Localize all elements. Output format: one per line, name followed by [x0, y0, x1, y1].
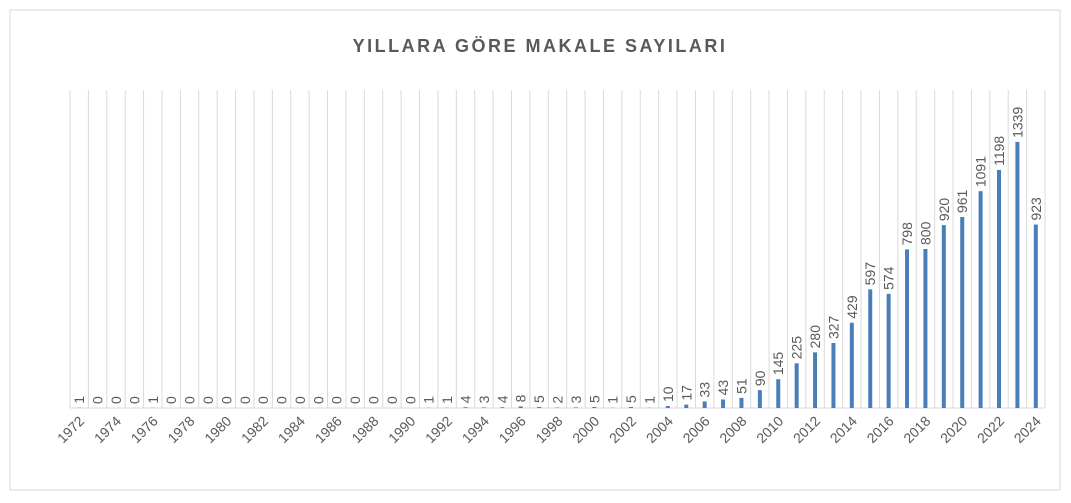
- data-label: 1: [421, 396, 437, 404]
- bar: [500, 407, 504, 408]
- data-label: 8: [513, 394, 529, 402]
- bar: [905, 249, 909, 408]
- data-label: 597: [862, 262, 878, 286]
- chart-border: [10, 10, 1060, 490]
- bar: [960, 217, 964, 408]
- bar: [979, 191, 983, 408]
- data-label: 1: [71, 396, 87, 404]
- bar: [739, 398, 743, 408]
- data-label: 33: [697, 382, 713, 398]
- chart-title: YILLARA GÖRE MAKALE SAYILARI: [353, 36, 728, 56]
- data-label: 923: [1028, 197, 1044, 221]
- data-label: 17: [678, 385, 694, 401]
- bar: [537, 407, 541, 408]
- bar: [795, 363, 799, 408]
- data-label: 0: [384, 396, 400, 404]
- data-label: 280: [807, 325, 823, 349]
- bar: [997, 170, 1001, 408]
- bar: [629, 407, 633, 408]
- data-label: 0: [237, 396, 253, 404]
- data-label: 0: [200, 396, 216, 404]
- data-label: 0: [108, 396, 124, 404]
- data-label: 0: [402, 396, 418, 404]
- data-label: 2: [550, 396, 566, 404]
- data-label: 4: [458, 395, 474, 403]
- data-label: 0: [163, 396, 179, 404]
- data-label: 920: [936, 198, 952, 222]
- data-label: 4: [494, 395, 510, 403]
- bar: [813, 352, 817, 408]
- data-label: 10: [660, 386, 676, 402]
- data-label: 574: [881, 266, 897, 290]
- data-label: 800: [917, 221, 933, 245]
- bar: [1015, 142, 1019, 408]
- data-label: 0: [366, 396, 382, 404]
- data-label: 0: [182, 396, 198, 404]
- bar: [831, 343, 835, 408]
- bar: [1034, 225, 1038, 408]
- bar: [942, 225, 946, 408]
- bar: [721, 399, 725, 408]
- bar: [850, 323, 854, 408]
- data-label: 0: [329, 396, 345, 404]
- data-label: 0: [255, 396, 271, 404]
- bar: [703, 401, 707, 408]
- data-label: 0: [292, 396, 308, 404]
- data-label: 0: [126, 396, 142, 404]
- data-label: 0: [218, 396, 234, 404]
- data-label: 1: [439, 396, 455, 404]
- bar: [519, 406, 523, 408]
- data-label: 3: [568, 395, 584, 403]
- data-label: 961: [954, 189, 970, 213]
- data-label: 3: [476, 395, 492, 403]
- data-label: 1: [605, 396, 621, 404]
- data-label: 0: [90, 396, 106, 404]
- data-label: 5: [586, 395, 602, 403]
- data-label: 429: [844, 295, 860, 319]
- data-label: 0: [347, 396, 363, 404]
- data-label: 51: [733, 378, 749, 394]
- data-label: 1091: [973, 156, 989, 187]
- bar: [868, 289, 872, 408]
- bar: [592, 407, 596, 408]
- data-label: 90: [752, 370, 768, 386]
- data-label: 0: [274, 396, 290, 404]
- data-label: 43: [715, 380, 731, 396]
- data-label: 225: [789, 336, 805, 360]
- data-label: 145: [770, 352, 786, 376]
- data-label: 1198: [991, 136, 1007, 166]
- data-label: 798: [899, 222, 915, 246]
- data-label: 1: [641, 396, 657, 404]
- data-label: 0: [310, 396, 326, 404]
- bar: [464, 407, 468, 408]
- bar: [574, 407, 578, 408]
- data-label: 1339: [1009, 107, 1025, 138]
- bar: [776, 379, 780, 408]
- data-label: 5: [531, 395, 547, 403]
- bar: [684, 405, 688, 408]
- bar: [666, 406, 670, 408]
- bar: [887, 294, 891, 408]
- bar: [758, 390, 762, 408]
- bar: [482, 407, 486, 408]
- bar: [923, 249, 927, 408]
- data-label: 5: [623, 395, 639, 403]
- data-label: 327: [825, 315, 841, 339]
- data-label: 1: [145, 396, 161, 404]
